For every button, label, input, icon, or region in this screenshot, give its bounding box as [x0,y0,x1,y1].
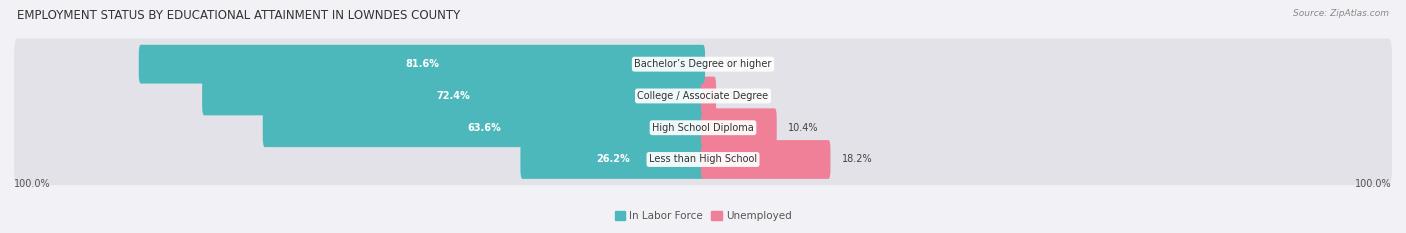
FancyBboxPatch shape [14,102,1392,154]
Text: 72.4%: 72.4% [437,91,471,101]
Text: College / Associate Degree: College / Associate Degree [637,91,769,101]
Text: 81.6%: 81.6% [405,59,439,69]
Text: Bachelor’s Degree or higher: Bachelor’s Degree or higher [634,59,772,69]
Text: 0.0%: 0.0% [717,59,741,69]
Legend: In Labor Force, Unemployed: In Labor Force, Unemployed [614,211,792,221]
Text: 100.0%: 100.0% [14,179,51,189]
FancyBboxPatch shape [702,140,831,179]
Text: 63.6%: 63.6% [467,123,501,133]
Text: Less than High School: Less than High School [650,154,756,164]
Text: 18.2%: 18.2% [842,154,873,164]
FancyBboxPatch shape [14,38,1392,90]
Text: 26.2%: 26.2% [596,154,630,164]
FancyBboxPatch shape [14,134,1392,185]
Text: EMPLOYMENT STATUS BY EDUCATIONAL ATTAINMENT IN LOWNDES COUNTY: EMPLOYMENT STATUS BY EDUCATIONAL ATTAINM… [17,9,460,22]
FancyBboxPatch shape [14,70,1392,122]
FancyBboxPatch shape [139,45,704,84]
Text: 10.4%: 10.4% [789,123,818,133]
Text: 1.6%: 1.6% [728,91,752,101]
Text: High School Diploma: High School Diploma [652,123,754,133]
Text: Source: ZipAtlas.com: Source: ZipAtlas.com [1294,9,1389,18]
FancyBboxPatch shape [202,77,704,115]
Text: 100.0%: 100.0% [1355,179,1392,189]
FancyBboxPatch shape [702,77,716,115]
FancyBboxPatch shape [263,108,704,147]
FancyBboxPatch shape [702,108,776,147]
FancyBboxPatch shape [520,140,704,179]
